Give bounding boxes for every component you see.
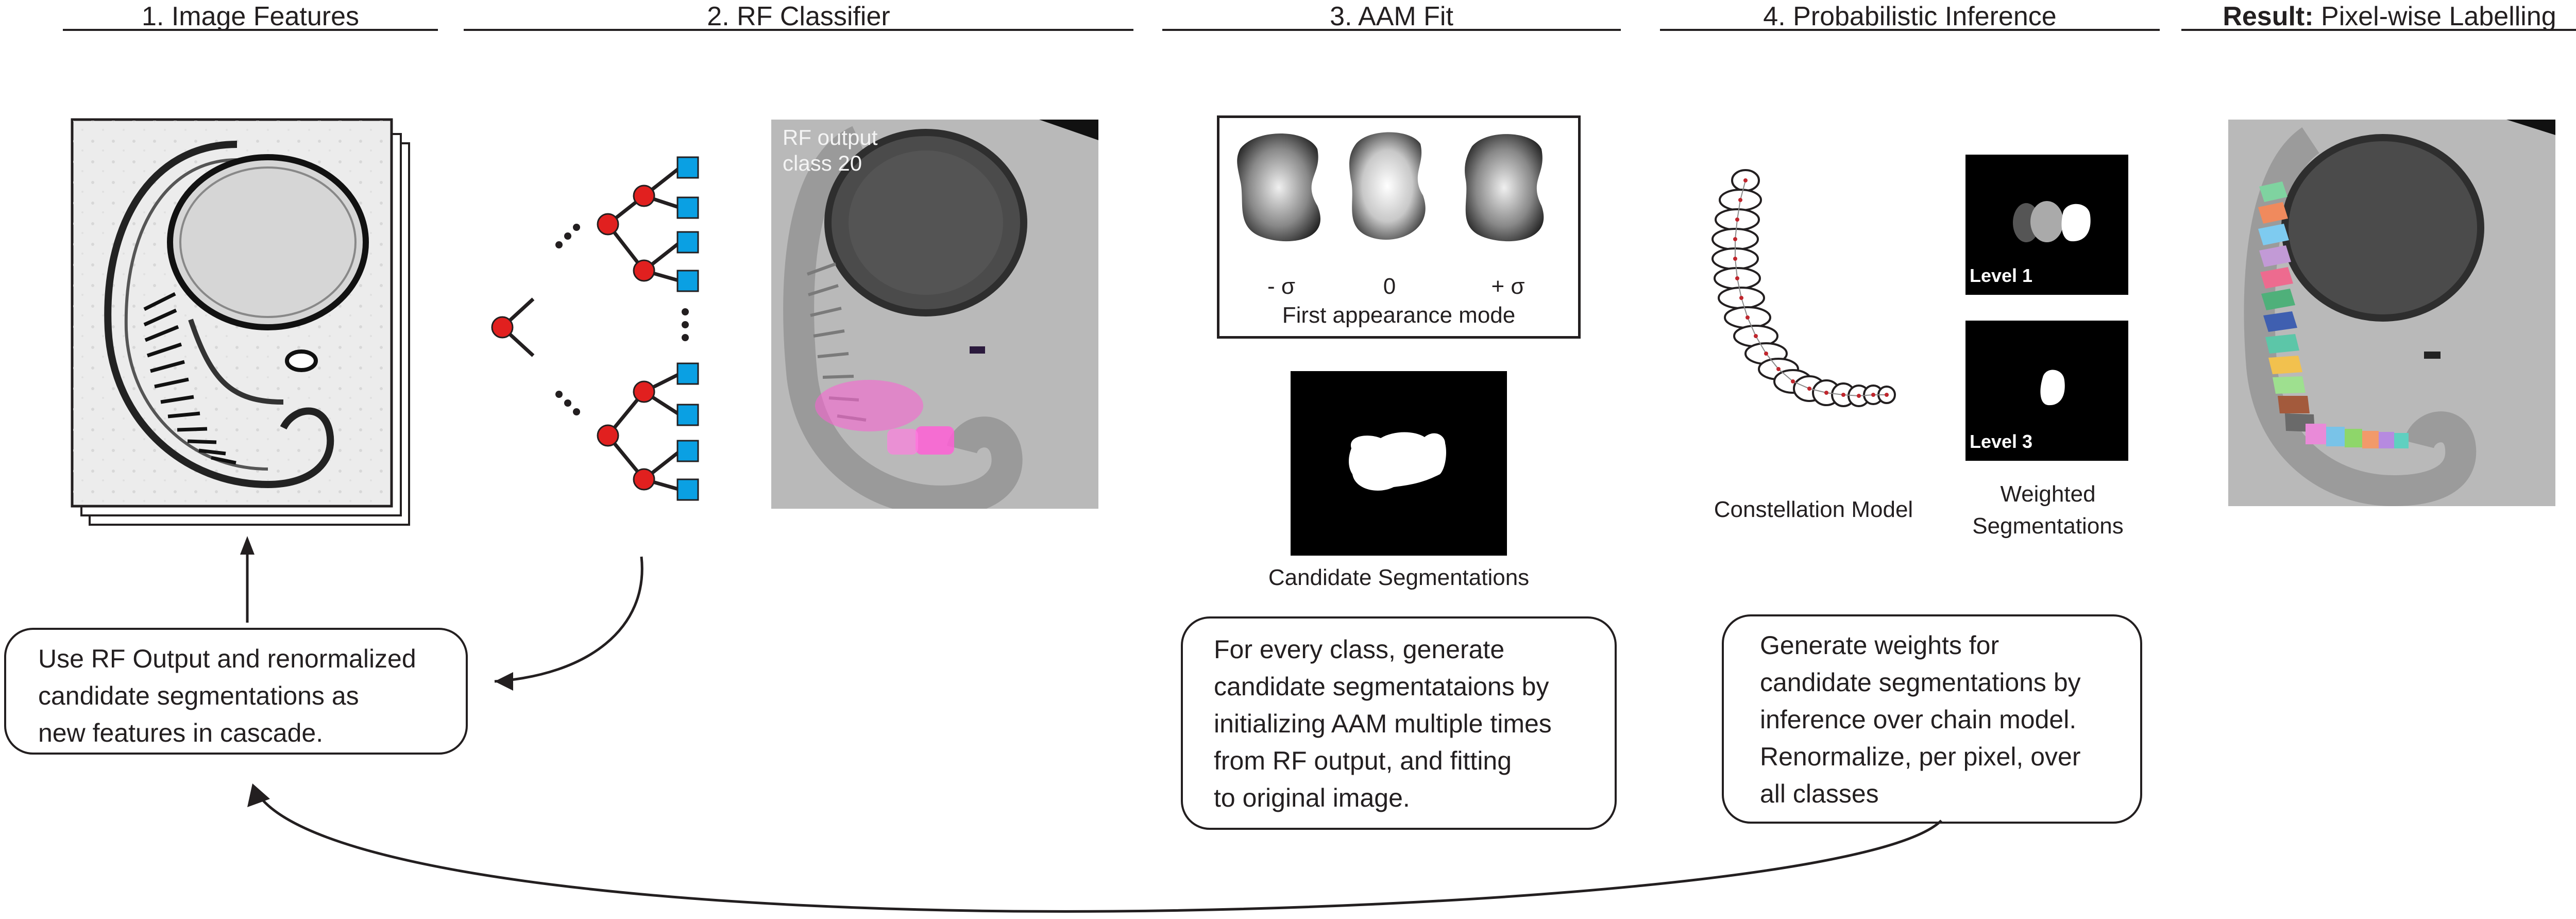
appearance-mode-box: - σ 0 + σ First appearance mode [1217, 115, 1581, 339]
inference-line-4: Renormalize, per pixel, over [1760, 742, 2081, 771]
header-image-features: 1. Image Features [63, 0, 438, 31]
aam-line-4: from RF output, and fitting [1214, 746, 1512, 775]
candidate-segmentation-image [1291, 371, 1507, 556]
mode-plus-sigma: + σ [1491, 274, 1525, 299]
header-probabilistic-inference: 4. Probabilistic Inference [1660, 0, 2160, 31]
cascade-note-box: Use RF Output and renormalized candidate… [4, 628, 468, 755]
header-result-bold: Result: [2223, 2, 2314, 31]
inference-line-1: Generate weights for [1760, 631, 1999, 660]
feedback-arrow [247, 783, 1942, 913]
inference-note-box: Generate weights for candidate segmentat… [1722, 614, 2142, 824]
weighted-caption-line-1: Weighted [2000, 481, 2096, 507]
header-result-rest: Pixel-wise Labelling [2313, 2, 2556, 31]
weighted-segmentation-level-1: Level 1 [1965, 155, 2128, 295]
weighted-segmentation-level-3: Level 3 [1965, 321, 2128, 461]
cascade-line-3: new features in cascade. [38, 719, 324, 747]
rf-output-label: RF output class 20 [783, 125, 877, 176]
appearance-mode-caption: First appearance mode [1282, 303, 1516, 328]
cascade-line-2: candidate segmentations as [38, 681, 359, 710]
mode-minus-sigma: - σ [1267, 274, 1296, 299]
up-arrow [240, 536, 255, 623]
rf-output-image: RF output class 20 [771, 120, 1098, 509]
appearance-mode-images [1237, 132, 1544, 242]
aam-line-5: to original image. [1214, 783, 1410, 812]
header-rf-classifier: 2. RF Classifier [464, 0, 1133, 31]
inference-line-3: inference over chain model. [1760, 705, 2077, 734]
constellation-model-caption: Constellation Model [1714, 497, 1913, 522]
random-forest-tree [491, 156, 699, 501]
feature-image-stack [67, 113, 417, 531]
inference-line-2: candidate segmentations by [1760, 668, 2081, 697]
level-1-label: Level 1 [1970, 265, 2033, 286]
level-3-label: Level 3 [1970, 431, 2033, 452]
aam-line-1: For every class, generate [1214, 635, 1505, 664]
aam-line-3: initializing AAM multiple times [1214, 709, 1552, 738]
rf-output-label-line-1: RF output [783, 125, 878, 149]
rf-output-label-line-2: class 20 [783, 151, 862, 175]
weighted-caption-line-2: Segmentations [1972, 513, 2124, 539]
constellation-model [1711, 169, 1896, 407]
aam-line-2: candidate segmentataions by [1214, 672, 1549, 701]
header-aam-fit: 3. AAM Fit [1162, 0, 1621, 31]
header-result: Result: Pixel-wise Labelling [2181, 0, 2576, 31]
aam-note-box: For every class, generate candidate segm… [1181, 616, 1617, 830]
inference-line-5: all classes [1760, 779, 1879, 808]
pixel-wise-labelling-image [2228, 120, 2555, 506]
candidate-segmentations-caption: Candidate Segmentations [1268, 565, 1530, 590]
cascade-line-1: Use RF Output and renormalized [38, 644, 416, 673]
curved-arrow-to-cascade [494, 556, 643, 691]
mode-zero: 0 [1383, 274, 1396, 299]
weighted-segmentations-caption: Weighted Segmentations [1932, 478, 2164, 542]
